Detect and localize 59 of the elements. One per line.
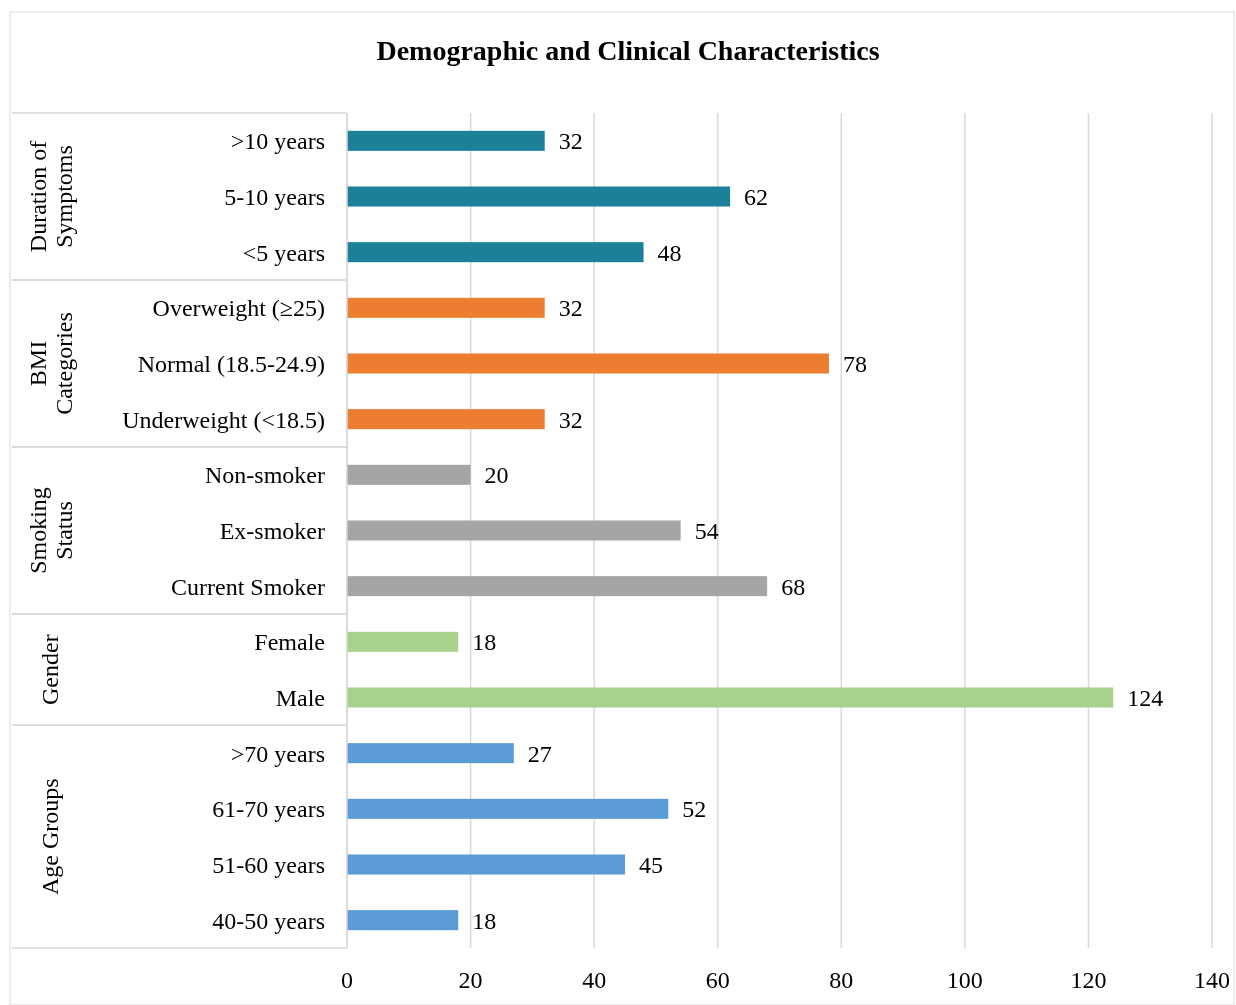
data-label: 62 — [744, 183, 769, 210]
text: Duration of Symptoms — [25, 140, 77, 253]
bar — [347, 353, 829, 374]
x-tick-label: 140 — [1194, 967, 1230, 993]
data-label: 32 — [558, 128, 583, 155]
text: Gender — [37, 634, 64, 705]
text: BMI Categories — [25, 312, 77, 415]
data-label: 32 — [558, 295, 583, 322]
bar — [347, 130, 545, 151]
data-label: 20 — [484, 462, 509, 489]
data-label: 68 — [781, 573, 806, 600]
x-tick-label: 40 — [582, 967, 607, 993]
data-label: 78 — [842, 350, 867, 377]
y-tick-label: Underweight (<18.5) — [122, 406, 325, 433]
y-tick-label: Current Smoker — [171, 573, 325, 600]
y-tick-label: >70 years — [230, 740, 325, 767]
data-label: 54 — [694, 517, 719, 544]
data-label: 18 — [472, 629, 497, 656]
y-tick-label: 61-70 years — [212, 796, 325, 823]
bar — [347, 910, 459, 931]
x-tick-label: 100 — [946, 967, 983, 993]
bar — [347, 854, 626, 875]
text: Smoking Status — [25, 487, 77, 574]
x-tick-label: 80 — [829, 967, 854, 993]
y-tick-label: Overweight (≥25) — [152, 295, 325, 322]
data-label: 18 — [472, 907, 497, 934]
x-tick-label: 120 — [1070, 967, 1107, 993]
data-label: 27 — [527, 740, 552, 767]
y-tick-label: Ex-smoker — [219, 517, 325, 544]
y-tick-label: Normal (18.5-24.9) — [137, 350, 325, 377]
x-tick-label: 60 — [705, 967, 730, 993]
text: Age Groups — [37, 778, 64, 895]
y-tick-label: 40-50 years — [212, 907, 325, 934]
data-label: 52 — [682, 796, 707, 823]
bar — [347, 242, 644, 263]
y-tick-label: Non-smoker — [205, 462, 325, 489]
y-tick-label: <5 years — [242, 239, 325, 266]
y-tick-label: Female — [254, 629, 325, 656]
data-label: 48 — [657, 239, 682, 266]
x-tick-label: 20 — [458, 967, 483, 993]
bar — [347, 186, 731, 207]
bar — [347, 409, 545, 430]
data-label: 45 — [639, 851, 664, 878]
y-tick-label: >10 years — [230, 128, 325, 155]
data-label: 124 — [1127, 684, 1164, 711]
bar — [347, 798, 669, 819]
y-tick-label: Male — [275, 684, 325, 711]
y-tick-label: 51-60 years — [212, 851, 325, 878]
chart-title: Demographic and Clinical Characteristics — [376, 35, 880, 66]
bar — [347, 464, 471, 485]
bar — [347, 576, 768, 597]
bar — [347, 520, 681, 541]
x-tick-label: 0 — [341, 967, 353, 993]
y-tick-label: 5-10 years — [224, 183, 325, 210]
bar — [347, 631, 459, 652]
bar — [347, 743, 514, 764]
bar — [347, 297, 545, 318]
bar — [347, 687, 1114, 708]
data-label: 32 — [558, 406, 583, 433]
